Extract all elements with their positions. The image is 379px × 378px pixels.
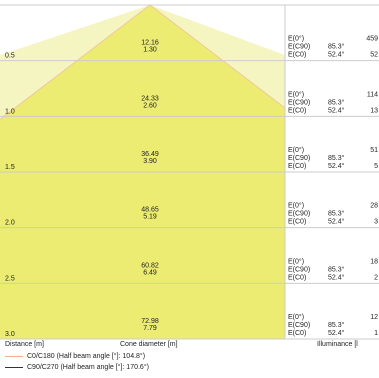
ec90-label-1: E(C90) — [288, 44, 310, 51]
e0-label-3: E(0°) — [288, 146, 304, 154]
cone-c90c270-value-2: 2.60 — [143, 102, 157, 109]
ec0-angle-4: 52.4° — [328, 218, 345, 226]
distance-label-5: 2.5 — [5, 275, 15, 282]
e0-label-2: E(0°) — [288, 90, 304, 98]
e0-value-4: 28 — [370, 203, 378, 210]
legend-c0c180-label: C0/C180 (Half beam angle [°]: 104.8°) — [27, 353, 146, 360]
ec0-angle-3: 52.4° — [328, 162, 345, 170]
ec0-label-3: E(C0) — [288, 163, 306, 170]
cone-c0c180-value-3: 36.49 — [141, 151, 159, 158]
legend-c90c270-label: C90/C270 (Half beam angle [°]: 170.6°) — [27, 364, 149, 371]
ec0-angle-5: 52.4° — [328, 273, 345, 281]
ec90-angle-3: 85.3° — [328, 154, 345, 162]
distance-label-6: 3.0 — [5, 331, 15, 338]
cone-c0c180-value-6: 72.98 — [141, 318, 159, 325]
cone-c90c270-value-6: 7.79 — [143, 325, 157, 332]
distance-axis-label: Distance [m] — [5, 341, 44, 348]
legend-c90c270: C90/C270 (Half beam angle [°]: 170.6°) — [5, 364, 149, 371]
e0-label-1: E(0°) — [288, 35, 304, 43]
ec0-label-5: E(C0) — [288, 274, 306, 281]
ec90-angle-4: 85.3° — [328, 210, 345, 218]
ec90-label-2: E(C90) — [288, 99, 310, 106]
e0-label-4: E(0°) — [288, 202, 304, 210]
ec90-angle-2: 85.3° — [328, 98, 345, 106]
e0-value-3: 51 — [370, 147, 378, 154]
illuminance-axis-label: Illuminance [l — [317, 341, 358, 348]
ec0-value-5: 2 — [374, 274, 378, 281]
ec0-label-1: E(C0) — [288, 52, 306, 59]
beam-outline-left — [0, 4, 151, 120]
ec0-value-1: 52 — [370, 52, 378, 59]
ec0-label-6: E(C0) — [288, 330, 306, 337]
distance-label-1: 0.5 — [5, 53, 15, 60]
ec0-value-6: 1 — [374, 330, 378, 337]
distance-label-3: 1.5 — [5, 164, 15, 171]
beam-outline-right — [149, 4, 286, 109]
ec90-angle-1: 85.3° — [328, 43, 345, 51]
ec90-label-3: E(C90) — [288, 155, 310, 162]
legend-c90c270-swatch — [5, 367, 23, 368]
e0-value-2: 114 — [367, 91, 378, 98]
cone-c0c180-value-1: 12.16 — [141, 40, 159, 47]
ec90-label-6: E(C90) — [288, 322, 310, 329]
cone-c90c270-value-5: 6.49 — [143, 269, 157, 276]
e0-value-1: 459 — [366, 36, 378, 43]
cone-c90c270-value-3: 3.90 — [143, 158, 157, 165]
ec0-angle-6: 52.4° — [328, 329, 345, 337]
cone-c90c270-value-4: 5.19 — [143, 214, 157, 221]
e0-value-6: 12 — [370, 314, 378, 321]
e0-label-5: E(0°) — [288, 257, 304, 265]
cone-c90c270-value-1: 1.30 — [143, 47, 157, 54]
cone-c0c180-value-2: 24.33 — [141, 95, 159, 102]
cone-c0c180-value-4: 48.65 — [141, 207, 159, 214]
legend-c0c180: C0/C180 (Half beam angle [°]: 104.8°) — [5, 353, 145, 360]
ec0-angle-2: 52.4° — [328, 106, 345, 114]
cone-axis-label: Cone diameter [m] — [120, 341, 178, 348]
ec90-angle-5: 85.3° — [328, 265, 345, 273]
distance-label-2: 1.0 — [5, 108, 15, 115]
ec90-angle-6: 85.3° — [328, 321, 345, 329]
e0-value-5: 18 — [370, 258, 378, 265]
ec90-label-4: E(C90) — [288, 211, 310, 218]
ec0-value-3: 5 — [374, 163, 378, 170]
ec0-label-2: E(C0) — [288, 107, 306, 114]
ec90-label-5: E(C90) — [288, 266, 310, 273]
ec0-value-4: 3 — [374, 219, 378, 226]
ec0-value-2: 13 — [370, 107, 378, 114]
e0-label-6: E(0°) — [288, 313, 304, 321]
legend-c0c180-swatch — [5, 356, 23, 357]
distance-label-4: 2.0 — [5, 220, 15, 227]
ec0-angle-1: 52.4° — [328, 51, 345, 59]
cone-c0c180-value-5: 60.82 — [141, 262, 159, 269]
ec0-label-4: E(C0) — [288, 219, 306, 226]
